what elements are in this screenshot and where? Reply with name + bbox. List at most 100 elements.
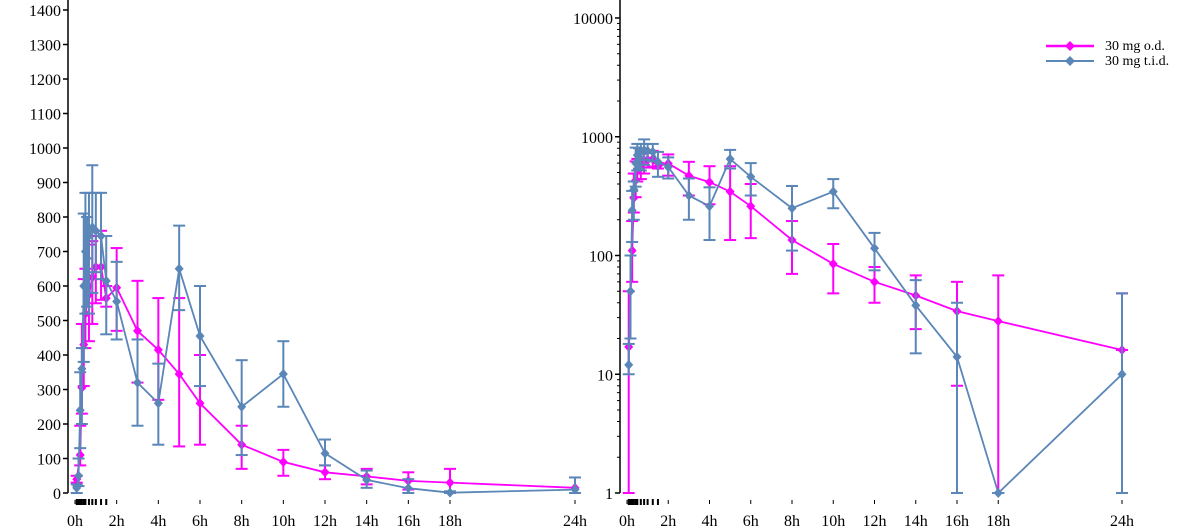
x-minor-tick [646,499,649,505]
x-tick-label: 16h [396,513,420,530]
x-minor-tick [643,499,646,505]
data-point [72,482,82,493]
data-point [96,230,106,241]
y-tick-label: 1300 [29,38,61,55]
data-point [101,275,111,286]
data-point [278,368,288,379]
x-tick-label: 24h [563,513,587,530]
y-tick-label: 1 [605,486,613,503]
x-tick-label: 0h [67,513,83,530]
legend-item-series-1: 30 mg o.d. [1046,39,1165,54]
x-tick-label: 10h [821,513,845,530]
data-point [870,243,879,254]
y-tick-label: 600 [37,279,61,296]
data-point [362,474,372,485]
x-tick-label: 2h [109,513,125,530]
data-point [725,153,735,164]
data-point [174,263,184,274]
data-point [828,186,838,197]
data-point [195,331,205,342]
y-tick-label: 1000 [29,141,61,158]
data-point [84,230,94,241]
data-point [952,351,962,362]
y-tick-label: 1400 [29,3,61,20]
data-point [237,401,247,412]
y-tick-label: 10000 [573,11,613,28]
x-tick-label: 12h [313,513,337,530]
x-minor-tick [651,499,654,505]
x-tick-label: 18h [438,513,462,530]
data-point [828,258,838,269]
y-tick-label: 1000 [581,130,613,147]
x-minor-tick [636,499,639,505]
x-minor-tick [87,499,90,505]
y-tick-label: 700 [37,245,61,262]
x-tick-label: 10h [271,513,295,530]
data-point [445,487,455,498]
data-point [705,177,714,188]
data-point [133,325,142,336]
data-point [1117,369,1127,380]
data-point [77,363,87,374]
data-point [80,246,90,257]
y-tick-label: 0 [53,486,61,503]
data-point [653,156,663,167]
data-point [79,281,89,291]
y-tick-label: 100 [589,249,613,266]
right-chart-log: 1 10 100 1000 10000 0h 2h 4h 6h 8h 10h 12h 14h 16h 18h… [573,0,1134,530]
left-chart-linear: 0 100 200 300 400 500 600 700 800 900 1000 1100 1200… [29,0,587,530]
x-tick-label: 16h [945,513,969,530]
data-point [993,488,1003,498]
y-tick-label: 300 [37,383,61,400]
x-minor-tick [79,499,82,505]
data-point [133,377,142,388]
data-point [624,359,634,370]
data-point [320,448,330,459]
data-point [445,477,455,488]
series-line [627,149,1123,495]
data-point [195,398,205,409]
legend-label-series-2: 30 mg t.i.d. [1105,54,1169,69]
x-minor-tick [634,499,637,505]
x-minor-tick [82,499,85,505]
legend-item-series-2: 30 mg t.i.d. [1046,54,1169,69]
data-point [629,184,639,195]
data-point [570,484,580,495]
x-minor-tick [656,499,659,505]
x-tick-label: 0h [619,513,635,530]
data-point [725,186,735,197]
series-line [75,225,576,494]
x-tick-label: 4h [702,513,718,530]
y-tick-label: 1200 [29,72,61,89]
x-minor-tick [629,499,632,505]
data-point [174,368,184,379]
x-minor-tick [75,499,78,505]
data-point [746,171,756,182]
x-minor-tick [100,499,103,505]
x-tick-label: 2h [660,513,676,530]
data-point [787,203,797,214]
x-minor-tick [80,499,83,505]
data-point [82,253,92,264]
y-tick-label: 100 [37,452,61,469]
x-minor-tick [631,499,634,505]
x-tick-label: 4h [150,513,166,530]
x-minor-tick [105,499,108,505]
y-tick-label: 500 [37,314,61,331]
data-point [705,201,714,212]
x-minor-tick [627,499,630,505]
x-minor-tick [632,499,635,505]
x-tick-label: 18h [986,513,1010,530]
x-tick-label: 24h [1110,513,1134,530]
data-point [153,398,163,409]
y-tick-label: 800 [37,210,61,227]
data-point [911,300,921,311]
x-tick-label: 8h [784,513,800,530]
data-point [153,344,163,355]
data-point [320,467,330,478]
x-minor-tick [639,499,642,505]
legend: 30 mg o.d. 30 mg t.i.d. [1046,39,1169,69]
data-point [91,225,101,236]
series-2 [622,138,1128,498]
